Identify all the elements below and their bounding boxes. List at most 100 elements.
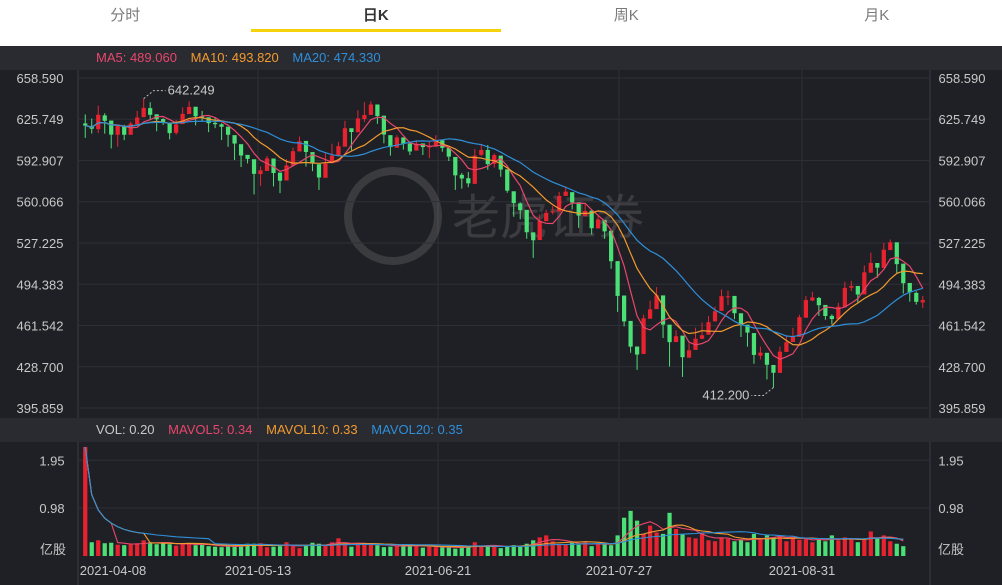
candle-body: [790, 336, 796, 343]
volume-bar: [706, 540, 711, 556]
volume-unit-label-right: 亿股: [938, 542, 964, 557]
candle-body: [135, 117, 140, 125]
candle-body: [290, 151, 296, 166]
date-tick-label: 2021-07-27: [586, 563, 653, 578]
volume-bar: [777, 535, 783, 556]
candle-body: [914, 292, 919, 302]
candle-body: [446, 148, 451, 157]
candle-body: [485, 149, 490, 165]
price-tick-label-left: 527.225: [17, 236, 64, 251]
price-tick-label-left: 625.749: [17, 112, 64, 127]
volume-bar: [738, 539, 744, 556]
candle-body: [544, 212, 549, 222]
price-tick-label-left: 658.590: [17, 71, 64, 86]
candle-body: [758, 352, 763, 356]
candle-body: [602, 219, 607, 232]
candle-body: [362, 115, 367, 120]
volume-bar: [401, 544, 406, 556]
candle-body: [148, 108, 153, 115]
candle-body: [264, 158, 270, 171]
price-tick-label-left: 395.859: [17, 401, 64, 416]
volume-bar: [284, 542, 289, 556]
candle-body: [557, 195, 562, 212]
volume-bar: [388, 546, 393, 556]
candle-body: [414, 143, 419, 151]
volume-bar: [693, 538, 698, 556]
mavol20-line: [84, 446, 904, 547]
low-annotation-label: 412.200: [702, 387, 749, 402]
volume-bar: [96, 540, 101, 556]
tab-daily-k[interactable]: 日K: [250, 0, 502, 34]
volume-bar: [764, 535, 770, 556]
candle-body: [180, 113, 185, 125]
price-tick-label-right: 658.590: [939, 71, 986, 86]
volume-bar: [420, 547, 425, 556]
price-tick-label-left: 560.066: [17, 195, 64, 210]
volume-bar: [686, 537, 692, 556]
volume-bar: [427, 546, 432, 556]
volume-bar: [790, 537, 796, 556]
date-tick-label: 2021-06-21: [405, 563, 472, 578]
candle-body: [810, 297, 815, 301]
candle-body: [699, 335, 705, 339]
volume-bar: [446, 546, 451, 556]
volume-bar: [751, 533, 757, 556]
price-tick-label-left: 461.542: [17, 318, 64, 333]
candle-body: [219, 124, 224, 127]
volume-bar: [212, 546, 218, 556]
candle-body: [505, 169, 510, 191]
candle-body: [745, 324, 750, 333]
candle-body: [868, 262, 873, 273]
volume-bar: [258, 543, 263, 556]
volume-bar: [440, 547, 445, 556]
candle-body: [531, 232, 536, 241]
volume-bar: [479, 545, 484, 556]
tab-monthly-k[interactable]: 月K: [864, 7, 890, 24]
candle-body: [167, 122, 172, 134]
high-annotation-line: [143, 90, 166, 99]
candle-body: [375, 104, 380, 117]
volume-bar: [199, 544, 205, 556]
volume-bar: [563, 544, 568, 556]
volume-bar: [128, 544, 133, 556]
ma20-label: MA20: 474.330: [292, 50, 381, 65]
volume-bar: [699, 532, 705, 556]
volume-tick-label-right: 0.98: [938, 501, 963, 516]
mavol5-line: [84, 446, 904, 548]
ma5-label: MA5: 489.060: [96, 50, 177, 65]
candle-body: [232, 135, 237, 144]
volume-bar: [206, 546, 211, 556]
volume-bar: [771, 537, 776, 556]
candle-body: [667, 324, 672, 343]
volume-bar: [466, 546, 471, 556]
volume-bar: [583, 542, 588, 556]
volume-bar: [537, 537, 542, 556]
candle-body: [206, 117, 211, 124]
mavol10-label: MAVOL10: 0.33: [266, 422, 358, 437]
candle-body: [102, 115, 107, 121]
candle-body: [342, 128, 348, 147]
volume-bar: [472, 542, 477, 556]
volume-bar: [875, 538, 880, 556]
candle-body: [141, 107, 146, 118]
candle-body: [310, 152, 315, 164]
candle-body: [498, 155, 503, 170]
candle-body: [433, 140, 438, 147]
candle-body: [161, 119, 166, 123]
price-tick-label-right: 527.225: [939, 236, 986, 251]
volume-bar: [868, 531, 873, 556]
volume-bar: [719, 537, 724, 556]
volume-bar: [83, 447, 88, 556]
tab-weekly-k[interactable]: 周K: [613, 7, 639, 24]
candle-body: [634, 346, 640, 355]
price-tick-label-right: 494.383: [939, 277, 986, 292]
volume-bar: [505, 546, 510, 556]
volume-bar: [277, 546, 283, 556]
volume-bar: [115, 544, 120, 556]
price-tick-label-right: 428.700: [939, 360, 986, 375]
candle-body: [271, 158, 276, 174]
watermark-logo-icon: [344, 167, 442, 265]
tab-intraday[interactable]: 分时: [110, 7, 141, 24]
candle-body: [842, 287, 847, 308]
